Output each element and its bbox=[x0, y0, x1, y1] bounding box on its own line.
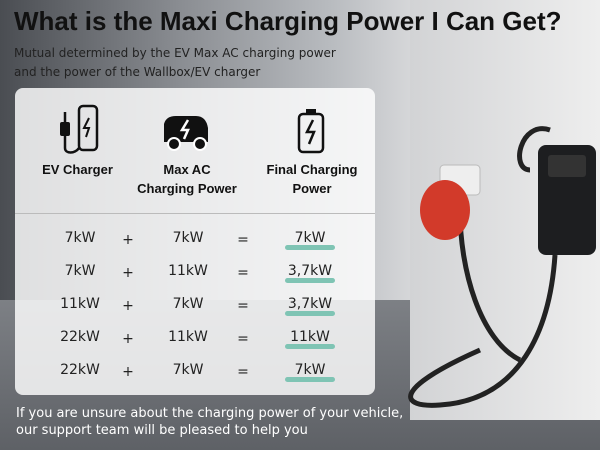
column-header-final-power: Final Charging Power bbox=[266, 162, 358, 196]
cell-ac: 7kW bbox=[172, 296, 204, 312]
cell-charger: 22kW bbox=[60, 329, 100, 345]
cell-op1: + bbox=[122, 331, 134, 347]
page-title: What is the Maxi Charging Power I Can Ge… bbox=[14, 6, 562, 36]
cell-result: 7kW bbox=[294, 362, 326, 378]
result-highlight bbox=[285, 245, 335, 250]
table-row: 11kW +7kW = 3,7kW bbox=[15, 290, 375, 320]
cell-charger: 7kW bbox=[64, 230, 96, 246]
ev-charger-cable-icon bbox=[60, 104, 99, 154]
result-highlight bbox=[285, 344, 335, 349]
subtitle-line: and the power of the Wallbox/EV charger bbox=[14, 65, 261, 79]
subtitle: Mutual determined by the EV Max AC charg… bbox=[14, 44, 336, 82]
subtitle-line: Mutual determined by the EV Max AC charg… bbox=[14, 46, 336, 60]
cell-op1: + bbox=[122, 265, 134, 281]
cell-ac: 7kW bbox=[172, 362, 204, 378]
wallbox-illustration bbox=[408, 126, 596, 408]
cell-result: 3,7kW bbox=[287, 296, 333, 312]
result-highlight bbox=[285, 278, 335, 283]
cell-result: 11kW bbox=[290, 329, 330, 345]
cell-op2: = bbox=[237, 364, 249, 380]
cell-op2: = bbox=[237, 265, 249, 281]
table-row: 22kW +7kW = 7kW bbox=[15, 356, 375, 386]
cell-op1: + bbox=[122, 298, 134, 314]
car-lightning-icon bbox=[164, 116, 208, 151]
cell-charger: 22kW bbox=[60, 362, 100, 378]
table-row: 7kW +7kW = 7kW bbox=[15, 224, 375, 254]
result-highlight bbox=[285, 377, 335, 382]
cell-op2: = bbox=[237, 331, 249, 347]
cell-result: 7kW bbox=[294, 230, 326, 246]
cell-ac: 7kW bbox=[172, 230, 204, 246]
cell-op1: + bbox=[122, 232, 134, 248]
column-header-max-ac: Max AC Charging Power bbox=[137, 162, 237, 196]
cell-op2: = bbox=[237, 298, 249, 314]
table-row: 7kW +11kW = 3,7kW bbox=[15, 257, 375, 287]
cell-op2: = bbox=[237, 232, 249, 248]
cell-charger: 7kW bbox=[64, 263, 96, 279]
table-row: 22kW +11kW = 11kW bbox=[15, 323, 375, 353]
footer-note: If you are unsure about the charging pow… bbox=[16, 405, 403, 439]
column-header-ev-charger: EV Charger bbox=[42, 162, 113, 177]
battery-charging-icon bbox=[297, 109, 325, 154]
result-highlight bbox=[285, 311, 335, 316]
cell-ac: 11kW bbox=[168, 329, 208, 345]
footer-line: our support team will be pleased to help… bbox=[16, 423, 308, 438]
cell-charger: 11kW bbox=[60, 296, 100, 312]
cell-op1: + bbox=[122, 364, 134, 380]
footer-line: If you are unsure about the charging pow… bbox=[16, 406, 404, 421]
cell-result: 3,7kW bbox=[287, 263, 333, 279]
cell-ac: 11kW bbox=[168, 263, 208, 279]
header-divider bbox=[15, 213, 375, 214]
